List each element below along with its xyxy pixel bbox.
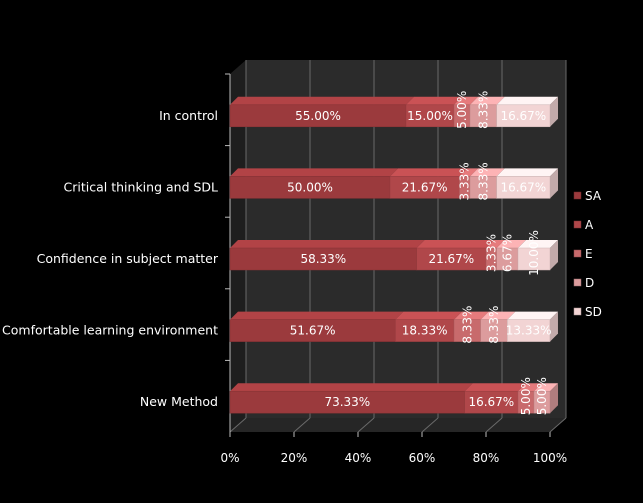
bar-top [507,311,558,320]
gridline-floor [421,417,439,433]
bar-top [230,240,425,248]
category-label: In control [159,108,218,123]
bar-end [550,383,558,414]
data-label: 58.33% [300,252,346,266]
bar-top [406,96,462,105]
data-label: 8.33% [476,162,490,200]
data-label: 21.67% [402,180,448,194]
data-label: 73.33% [324,395,370,409]
category-label: Confidence in subject matter [37,251,219,266]
bar-top [518,240,558,248]
category-label: Critical thinking and SDL [64,179,219,194]
bar-top [486,240,505,248]
bar-top [464,383,526,392]
legend-swatch [573,220,582,229]
data-label: 50.00% [287,180,333,194]
gridline-floor [549,417,567,433]
legend-swatch [573,278,582,287]
bar-end [550,240,558,270]
x-tick-label: 80% [473,451,500,465]
category-label: New Method [140,394,218,409]
data-label: 3.33% [458,162,472,200]
x-tick-label: 100% [533,451,567,465]
bar-end [550,168,558,199]
bar-top [230,168,398,177]
gridline-floor [485,417,503,433]
data-label: 51.67% [290,324,336,338]
bar-top [496,240,526,248]
bar-top [496,96,558,105]
data-label: 10.00% [527,230,541,276]
legend-label: D [585,276,594,290]
floor [230,418,566,432]
data-label: 13.33% [506,324,552,338]
data-label: 16.67% [468,395,514,409]
data-label: 8.33% [460,306,474,344]
data-label: 16.67% [500,180,546,194]
bar-top [454,311,489,320]
x-tick-label: 0% [220,451,239,465]
x-tick-label: 20% [281,451,308,465]
bar-top [390,168,468,177]
bar-end [550,96,558,127]
gridline-floor [357,417,375,433]
data-label: 8.33% [487,306,501,344]
bar-top [416,240,494,248]
legend-label: SD [585,305,602,319]
data-label: 55.00% [295,109,341,123]
legend-swatch [573,249,582,258]
bar-top [480,311,516,320]
bar-top [470,168,505,177]
bar-top [470,96,505,105]
data-label: 5.00% [455,91,469,129]
data-label: 21.67% [428,252,474,266]
bar-top [230,96,414,105]
data-label: 5.00% [519,377,533,415]
legend-swatch [573,307,582,316]
gridline-floor [229,417,247,433]
x-tick-label: 40% [345,451,372,465]
data-label: 6.67% [500,234,514,272]
data-label: 3.33% [484,234,498,272]
bar-top [395,311,462,320]
data-label: 16.67% [500,109,546,123]
data-label: 5.00% [535,377,549,415]
legend-label: SA [585,189,602,203]
bar-top [459,168,478,177]
data-label: 15.00% [407,109,453,123]
category-label: Comfortable learning environment [2,323,218,338]
bar-top [230,383,473,392]
legend-label: E [585,247,593,261]
data-label: 8.33% [476,91,490,129]
data-label: 18.33% [402,324,448,338]
bar-top [496,168,558,177]
bar-top [230,311,404,320]
legend-label: A [585,218,594,232]
x-tick-label: 60% [409,451,436,465]
bar-end [549,311,558,342]
gridline-floor [293,417,311,433]
legend-swatch [573,191,582,200]
